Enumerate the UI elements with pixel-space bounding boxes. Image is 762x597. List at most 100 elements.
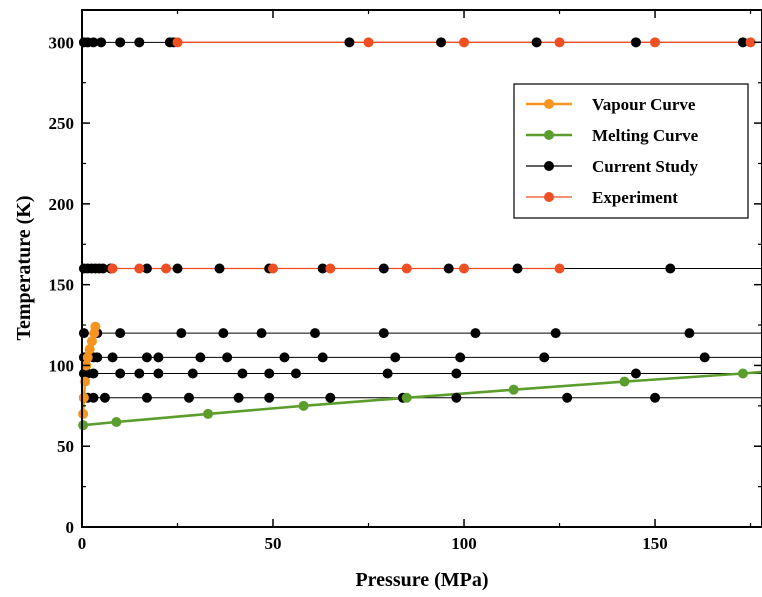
melting-curve-point [299,401,309,411]
y-tick-label: 200 [49,195,75,214]
current-study-point [153,369,163,379]
current-study-point [264,369,274,379]
y-tick-label: 50 [57,437,74,456]
current-study-point [344,37,354,47]
x-axis-title: Pressure (MPa) [355,569,488,591]
current-study-point [451,369,461,379]
current-study-point [551,328,561,338]
y-tick-label: 150 [49,276,75,295]
current-study-point [650,393,660,403]
current-study-point [176,328,186,338]
current-study-point [631,37,641,47]
experiment-point [555,37,565,47]
melting-curve-point [111,417,121,427]
x-tick-label: 100 [451,534,477,553]
current-study-point [539,352,549,362]
y-tick-label: 0 [66,518,75,537]
current-study-point [100,393,110,403]
current-study-point [218,328,228,338]
legend-current-study-marker [544,161,554,171]
current-study-point [279,352,289,362]
experiment-point [364,37,374,47]
current-study-point [184,393,194,403]
experiment-point [459,264,469,274]
current-study-point [173,264,183,274]
current-study-point [700,352,710,362]
current-study-point [115,369,125,379]
legend-vapour-curve-marker [544,99,554,109]
current-study-point [451,393,461,403]
current-study-point [215,264,225,274]
current-study-point [562,393,572,403]
current-study-point [470,328,480,338]
experiment-point [108,264,118,274]
current-study-point [142,352,152,362]
experiment-point [459,37,469,47]
y-tick-label: 300 [49,33,75,52]
current-study-point [237,369,247,379]
current-study-point [222,352,232,362]
current-study-point [115,328,125,338]
legend-melting-curve-marker [544,130,554,140]
melting-curve-point [738,369,748,379]
current-study-point [383,369,393,379]
legend: Vapour Curve Melting Curve Current Study Ex… [514,84,748,218]
current-study-point [88,369,98,379]
current-study-point [79,328,89,338]
x-tick-label: 0 [78,534,87,553]
current-study-point [153,352,163,362]
current-study-point [188,369,198,379]
experiment-point [161,264,171,274]
current-study-point [532,37,542,47]
y-tick-label: 100 [49,356,75,375]
experiment-point [555,264,565,274]
current-study-point [96,37,106,47]
current-study-point [379,264,389,274]
current-study-point [444,264,454,274]
experiment-point [134,264,144,274]
current-study-point [134,369,144,379]
experiment-point [268,264,278,274]
x-tick-label: 150 [642,534,668,553]
current-study-point [436,37,446,47]
current-study-point [291,369,301,379]
current-study-point [684,328,694,338]
legend-experiment-marker [544,192,554,202]
legend-experiment-label: Experiment [592,188,678,207]
legend-vapour-curve-label: Vapour Curve [592,95,696,114]
legend-current-study-label: Current Study [592,157,698,176]
current-study-point [264,393,274,403]
vapour-curve-point [79,393,89,403]
current-study-point [631,369,641,379]
melting-curve-point [78,420,88,430]
current-study-point [390,352,400,362]
current-study-point [310,328,320,338]
melting-curve-point [509,385,519,395]
melting-curve-point [402,393,412,403]
current-study-point [234,393,244,403]
experiment-point [650,37,660,47]
experiment-point [325,264,335,274]
melting-curve-point [203,409,213,419]
current-study-point [665,264,675,274]
current-study-point [325,393,335,403]
legend-melting-curve-label: Melting Curve [592,126,699,145]
current-study-point [455,352,465,362]
vapour-curve-point [90,322,100,332]
current-study-point [108,352,118,362]
current-study-point [92,352,102,362]
vapour-curve-point [78,409,88,419]
current-study-point [115,37,125,47]
current-study-point [195,352,205,362]
melting-curve-point [619,377,629,387]
current-study-point [513,264,523,274]
current-study-point [318,352,328,362]
current-study-point [257,328,267,338]
current-study-point [134,37,144,47]
y-axis-title: Temperature (K) [13,196,35,341]
experiment-point [402,264,412,274]
current-study-point [88,393,98,403]
current-study-point [379,328,389,338]
current-study-point [142,393,152,403]
